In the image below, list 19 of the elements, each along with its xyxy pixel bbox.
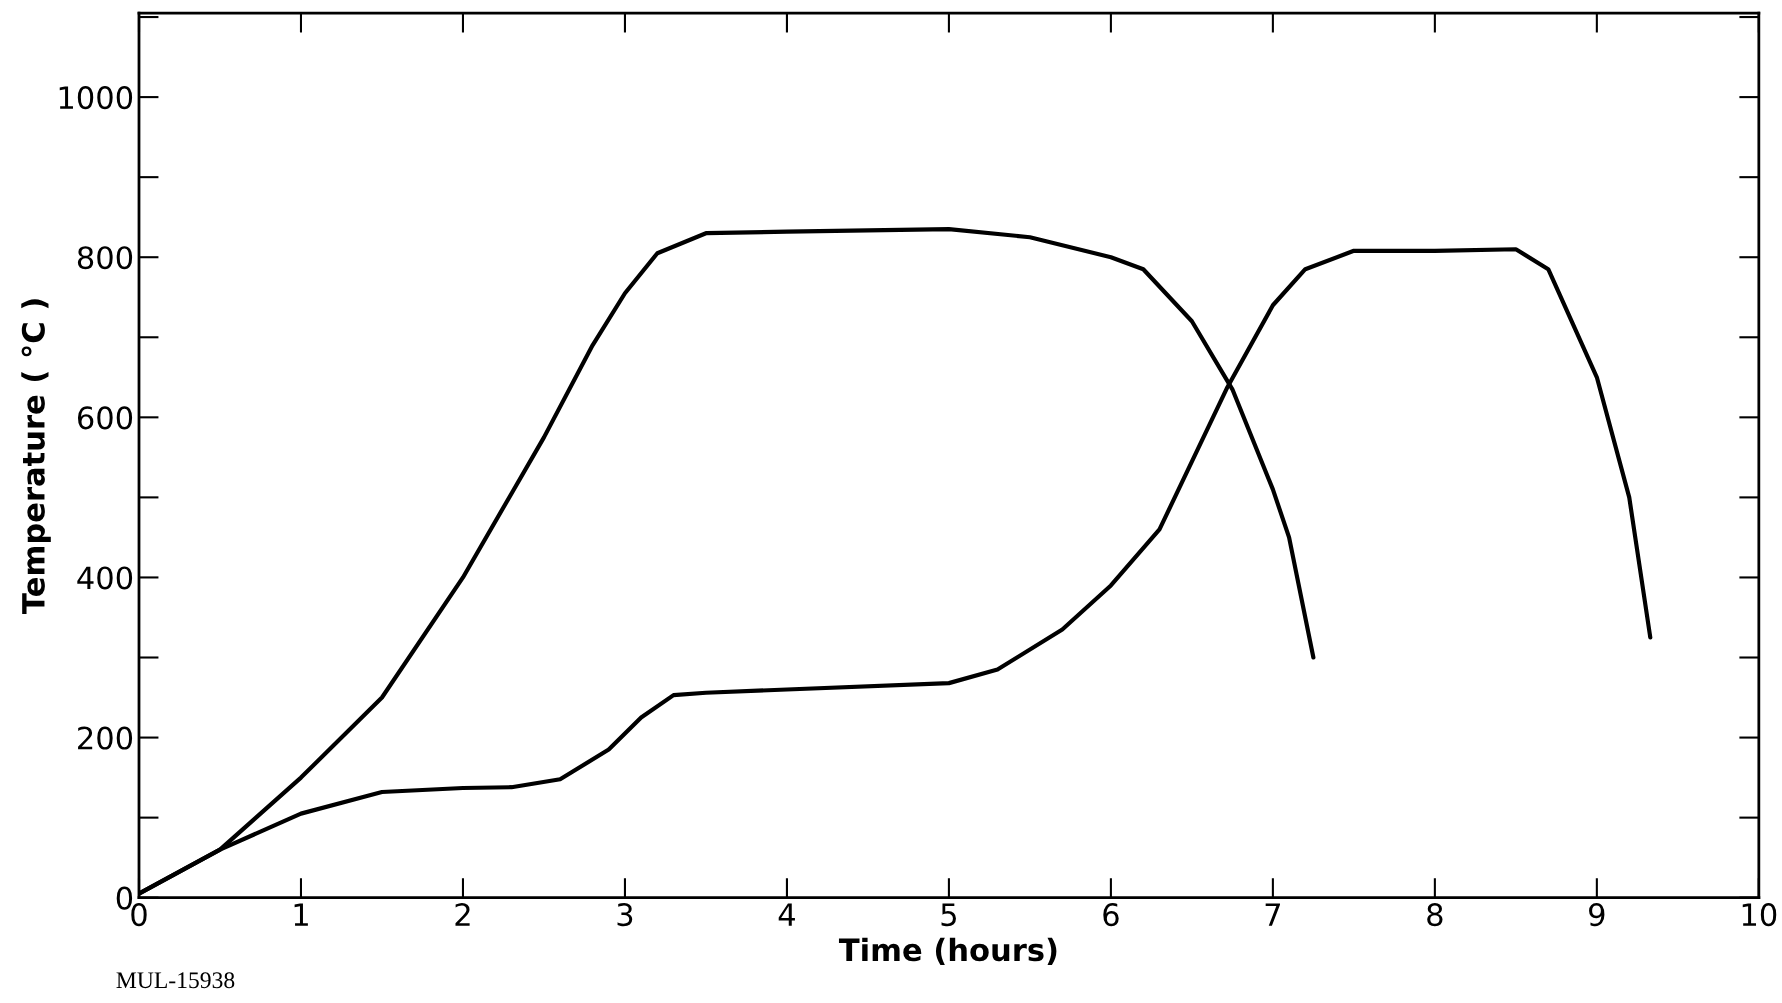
x-tick-label: 4 (778, 903, 795, 926)
x-tick-label: 3 (617, 903, 633, 927)
y-tick-label: 800 (77, 246, 133, 270)
x-tick-label: 5 (941, 903, 956, 927)
x-tick-label: 10 (1742, 903, 1777, 927)
y-tick-label: 600 (77, 406, 133, 430)
y-axis-title: Temperature ( °C ) (21, 299, 51, 614)
x-tick-label: 1 (294, 903, 308, 926)
y-tick-label: 200 (78, 726, 133, 750)
y-tick-label: 1000 (59, 86, 133, 110)
x-tick-label: 6 (1103, 903, 1119, 927)
x-tick-label: 2 (455, 903, 470, 926)
y-tick-label: 400 (77, 566, 133, 590)
x-tick-label: 7 (1265, 903, 1280, 926)
y-tick-label: 0 (116, 886, 133, 910)
x-tick-label: 8 (1427, 903, 1443, 927)
x-tick-label: 9 (1589, 903, 1605, 927)
text: MUL-15938 (116, 972, 235, 989)
x-axis-title: Time (hours) (838, 937, 1057, 965)
